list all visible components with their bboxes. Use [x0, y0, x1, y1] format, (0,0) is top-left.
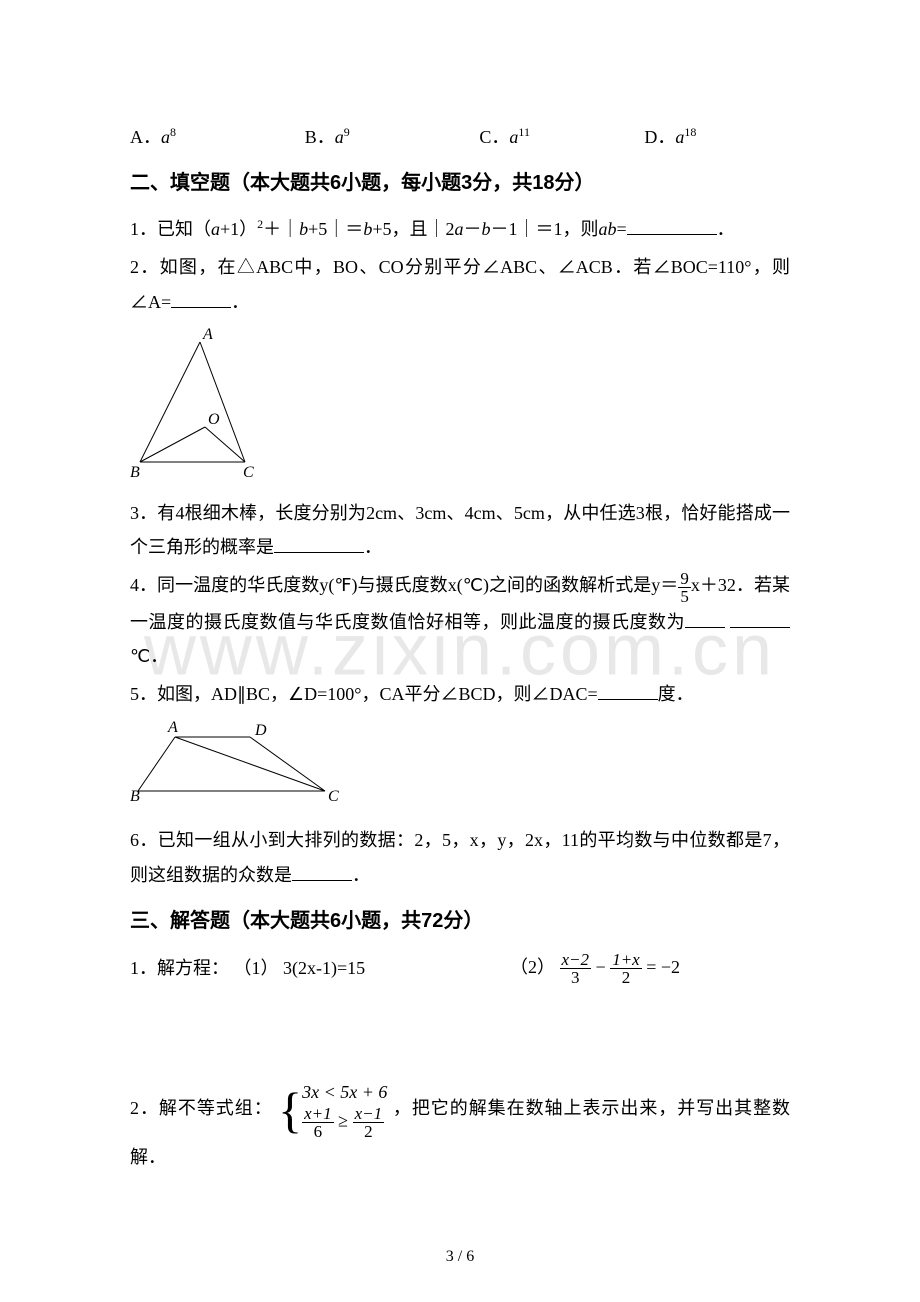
choice-c-exp: 11 — [518, 125, 530, 139]
s2-q6-text: 6．已知一组从小到大排列的数据：2，5，x，y，2x，11的平均数与中位数都是7… — [130, 830, 790, 884]
choice-a-expr: a — [161, 127, 170, 147]
s3-q1-eq2: （2） x−23 − 1+x2 = −2 — [510, 950, 680, 986]
choice-b-label: B． — [305, 127, 335, 147]
s2-q1-t4: +5，且｜2 — [372, 219, 454, 239]
s3-q2-f1d: 6 — [302, 1123, 334, 1140]
mc-choices-row: A．a8 B．a9 C．a11 D．a18 — [130, 120, 790, 154]
s2-q1-a1: a — [211, 219, 220, 239]
s2-q1-t5: － — [463, 219, 481, 239]
s2-q5-blank — [598, 682, 658, 700]
label-C: C — [243, 464, 254, 477]
s3-q2-f2d: 2 — [353, 1123, 385, 1140]
s2-q5-text: 5．如图，AD∥BC，∠D=100°，CA平分∠BCD，则∠DAC= — [130, 684, 598, 704]
choice-b: B．a9 — [305, 120, 480, 154]
s2-q4-unit: ℃． — [130, 646, 168, 666]
s2-q6-blank — [292, 863, 352, 881]
triangle-abc-figure: A B C O — [130, 327, 790, 488]
choice-a: A．a8 — [130, 120, 305, 154]
s3-q1-minus: − — [596, 957, 606, 977]
s2-q1-b1: b — [299, 219, 308, 239]
trapezoid-figure: A D B C — [130, 719, 790, 815]
s2-q1-t0: 1．已知（ — [130, 219, 211, 239]
s2-q4-blank2 — [730, 610, 790, 628]
label-A: A — [202, 327, 213, 343]
s2-q1-t3: +5｜＝ — [308, 219, 363, 239]
s3-q2-f1: x+16 — [302, 1105, 334, 1140]
s3-q1-f2n: 1+x — [610, 951, 642, 969]
s3-q1-l2: （2） — [510, 957, 555, 977]
s2-q4: 4．同一温度的华氏度数y(℉)与摄氏度数x(℃)之间的函数解析式是y＝95x＋3… — [130, 568, 790, 673]
s3-q2-f2n: x−1 — [353, 1105, 385, 1123]
choice-c-label: C． — [479, 127, 509, 147]
s3-q2: 2．解不等式组： { 3x < 5x + 6 x+16 ≥ x−12 ，把它的解… — [130, 1080, 790, 1174]
trapezoid-svg: A D B C — [130, 719, 340, 804]
s3-q1: 1．解方程： （1） 3(2x-1)=15 （2） x−23 − 1+x2 = … — [130, 950, 790, 986]
choice-d-label: D． — [644, 127, 675, 147]
s2-q3-blank — [274, 535, 364, 553]
section2-title: 二、填空题（本大题共6小题，每小题3分，共18分） — [130, 164, 790, 202]
s3-q2-prefix: 2．解不等式组： — [130, 1098, 273, 1118]
s2-q5: 5．如图，AD∥BC，∠D=100°，CA平分∠BCD，则∠DAC= 度． — [130, 677, 790, 711]
s2-q5-unit: 度． — [658, 684, 694, 704]
brace-content: 3x < 5x + 6 x+16 ≥ x−12 — [302, 1080, 387, 1140]
s3-q1-f1n: x−2 — [560, 951, 592, 969]
s3-q1-eq1: 1．解方程： （1） 3(2x-1)=15 — [130, 951, 510, 985]
s2-q6: 6．已知一组从小到大排列的数据：2，5，x，y，2x，11的平均数与中位数都是7… — [130, 823, 790, 891]
s2-q1-b2: b — [363, 219, 372, 239]
s2-q1-t2: ＋｜ — [263, 219, 299, 239]
s3-q1-f1: x−23 — [560, 951, 592, 986]
s3-q1-f1d: 3 — [560, 969, 592, 986]
s3-q2-brace-group: { 3x < 5x + 6 x+16 ≥ x−12 — [278, 1080, 387, 1140]
s3-q1-e1: 3(2x-1)=15 — [283, 958, 365, 978]
s3-q1-f2: 1+x2 — [610, 951, 642, 986]
s3-q2-f2: x−12 — [353, 1105, 385, 1140]
s3-q1-f2d: 2 — [610, 969, 642, 986]
trap-B: B — [130, 788, 140, 804]
section3-title: 三、解答题（本大题共6小题，共72分） — [130, 902, 790, 940]
s2-q4-blank1 — [685, 610, 725, 628]
choice-d-exp: 18 — [684, 125, 696, 139]
choice-a-exp: 8 — [170, 125, 176, 139]
choice-d: D．a18 — [644, 120, 790, 154]
triangle-svg: A B C O — [130, 327, 260, 477]
brace-icon: { — [278, 1085, 302, 1135]
s3-q1-eq: = −2 — [646, 957, 680, 977]
s2-q4-den: 5 — [678, 588, 691, 605]
s2-q2: 2．如图，在△ABC中，BO、CO分别平分∠ABC、∠ACB．若∠BOC=110… — [130, 250, 790, 318]
s2-q1-ab: ab — [598, 219, 616, 239]
s2-q1-blank — [627, 217, 717, 235]
label-O: O — [208, 411, 220, 428]
s3-q2-ge: ≥ — [338, 1111, 348, 1131]
choice-b-exp: 9 — [344, 125, 350, 139]
choice-c: C．a11 — [479, 120, 644, 154]
label-B: B — [130, 464, 140, 477]
s3-q2-f1n: x+1 — [302, 1105, 334, 1123]
trap-C: C — [328, 788, 339, 804]
s2-q4-t1: 4．同一温度的华氏度数y(℉)与摄氏度数x(℃)之间的函数解析式是y＝ — [130, 575, 678, 595]
choice-b-expr: a — [335, 127, 344, 147]
s3-q1-prefix: 1．解方程： — [130, 958, 229, 978]
trap-A: A — [167, 719, 178, 736]
s2-q1: 1．已知（a+1）2＋｜b+5｜＝b+5，且｜2a－b－1｜＝1，则ab=． — [130, 212, 790, 246]
trap-D: D — [254, 722, 267, 739]
s2-q4-num: 9 — [678, 570, 691, 588]
s3-q2-line2: x+16 ≥ x−12 — [302, 1105, 387, 1140]
s2-q3: 3．有4根细木棒，长度分别为2cm、3cm、4cm、5cm，从中任选3根，恰好能… — [130, 496, 790, 564]
s3-q1-l1: （1） — [234, 958, 279, 978]
s2-q2-blank — [171, 290, 231, 308]
s2-q1-t7: = — [616, 219, 626, 239]
s2-q3-text: 3．有4根细木棒，长度分别为2cm、3cm、4cm、5cm，从中任选3根，恰好能… — [130, 503, 790, 557]
s2-q4-frac: 95 — [678, 570, 691, 605]
choice-a-label: A． — [130, 127, 161, 147]
page-content: A．a8 B．a9 C．a11 D．a18 二、填空题（本大题共6小题，每小题3… — [130, 120, 790, 1175]
page-number: 3 / 6 — [446, 1242, 474, 1272]
spacer — [130, 990, 790, 1080]
s2-q1-t6: －1｜＝1，则 — [490, 219, 598, 239]
s3-q2-line1: 3x < 5x + 6 — [302, 1080, 387, 1105]
s2-q1-t1: +1） — [220, 219, 257, 239]
